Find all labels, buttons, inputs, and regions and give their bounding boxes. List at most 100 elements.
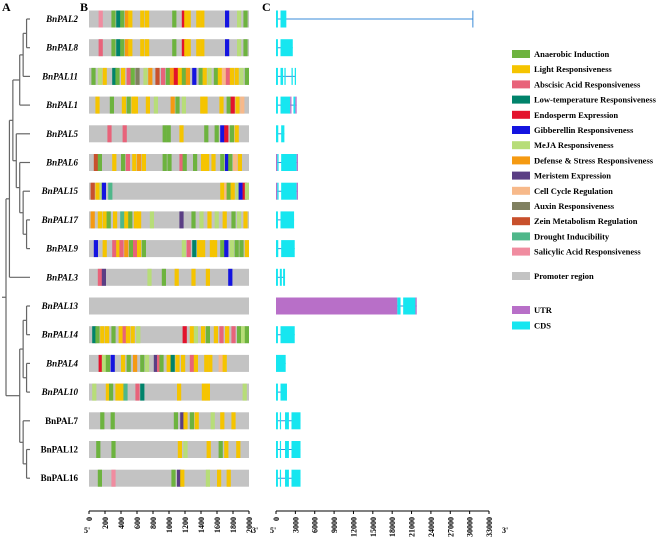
cis-element-gibberellin xyxy=(225,154,230,171)
cds-segment xyxy=(280,39,293,57)
cis-element-endosperm xyxy=(181,10,186,28)
cds-segment xyxy=(397,297,401,315)
cis-element-anaerobic xyxy=(111,10,116,28)
cis-element-light xyxy=(166,354,171,372)
cis-element-light xyxy=(203,96,208,114)
cis-element-anaerobic xyxy=(165,67,170,85)
cis-element-meristem xyxy=(179,211,184,229)
cis-element-light xyxy=(226,469,231,487)
legend-swatch-utr xyxy=(512,306,530,314)
cis-element-zein xyxy=(90,182,95,200)
cis-element-cellcycle xyxy=(233,154,238,171)
cis-element-meja xyxy=(207,67,212,85)
cis-element-anaerobic xyxy=(214,125,219,143)
legend-label-drought: Drought Inducibility xyxy=(534,231,610,241)
cis-element-meja xyxy=(153,96,158,114)
promoter-axis-tick-label: 1000 xyxy=(165,517,174,533)
cis-element-meristem xyxy=(180,412,185,430)
gene-label: BnPAL16 xyxy=(41,473,79,483)
cds-segment xyxy=(279,268,282,286)
cis-element-light xyxy=(112,154,117,171)
promoter-axis-tick-label: 600 xyxy=(133,517,142,529)
cis-element-light xyxy=(236,441,241,458)
cis-element-anaerobic xyxy=(193,154,198,171)
cds-segment xyxy=(285,412,289,430)
cis-element-anaerobic xyxy=(141,240,146,258)
cis-element-light xyxy=(202,67,207,85)
cds-segment xyxy=(276,211,278,229)
cds-segment xyxy=(291,469,301,487)
cds-segment xyxy=(277,182,279,200)
cis-element-meja xyxy=(241,326,246,344)
legend-swatch-endosperm xyxy=(512,110,530,119)
cis-element-light xyxy=(181,354,186,372)
cis-element-light xyxy=(121,96,126,114)
cis-element-light xyxy=(220,182,225,200)
cis-element-lowtemp xyxy=(112,67,117,85)
cis-element-light xyxy=(105,326,110,344)
cis-element-drought xyxy=(108,182,113,200)
cis-element-anaerobic xyxy=(128,211,133,229)
cis-element-light xyxy=(186,10,191,28)
cis-element-anaerobic xyxy=(198,67,203,85)
cis-element-meja xyxy=(145,354,150,372)
gene-label: BnPAL7 xyxy=(45,416,78,426)
cis-element-auxin xyxy=(135,67,140,85)
gene-axis-tick-label: 30000 xyxy=(466,517,475,537)
cis-element-anaerobic xyxy=(100,412,105,430)
gene-axis-start: 5' xyxy=(270,526,276,535)
cis-element-meja xyxy=(235,182,240,200)
cis-element-anaerobic xyxy=(97,154,102,171)
cis-element-light xyxy=(137,240,142,258)
promoter-axis-tick-label: 800 xyxy=(149,517,158,529)
cis-element-light xyxy=(100,326,105,344)
cds-segment xyxy=(281,154,297,171)
cis-element-light xyxy=(220,412,225,430)
cis-element-anaerobic xyxy=(120,10,125,28)
cds-segment xyxy=(280,96,291,114)
promoter-axis-tick-label: 200 xyxy=(101,517,110,529)
cis-element-cellcycle xyxy=(240,96,245,114)
gene-label: BnPAL6 xyxy=(45,158,78,168)
cis-element-endosperm xyxy=(230,96,235,114)
cis-element-anaerobic xyxy=(140,354,145,372)
legend-swatch-cds xyxy=(512,321,530,330)
cis-element-light xyxy=(145,96,150,114)
cis-element-anaerobic xyxy=(175,96,180,114)
cis-element-meja xyxy=(136,326,141,344)
cis-element-anaerobic xyxy=(231,211,236,229)
cis-element-light xyxy=(184,39,189,57)
cis-element-gibberellin xyxy=(238,182,243,200)
cis-element-anaerobic xyxy=(181,67,186,85)
cis-element-anaerobic xyxy=(126,96,131,114)
panel-label-b: B xyxy=(80,0,88,14)
cds-segment xyxy=(276,412,278,430)
cds-segment xyxy=(276,39,278,57)
cds-segment xyxy=(281,182,297,200)
cis-element-light xyxy=(194,412,199,430)
cds-segment xyxy=(291,67,293,85)
cds-segment xyxy=(291,412,301,430)
cis-element-endosperm xyxy=(242,182,247,200)
promoter-axis-tick-label: 0 xyxy=(85,517,94,521)
cis-element-light xyxy=(207,211,212,229)
cis-element-meja xyxy=(92,383,97,401)
cis-element-anaerobic xyxy=(220,240,225,258)
cis-element-anaerobic xyxy=(171,469,176,487)
cis-element-light xyxy=(217,469,222,487)
cis-element-light xyxy=(174,268,179,286)
cis-element-light xyxy=(141,154,146,171)
cds-segment xyxy=(284,67,286,85)
cis-element-cellcycle xyxy=(224,182,229,200)
cis-element-light xyxy=(124,211,129,229)
cis-element-meja xyxy=(237,39,242,57)
cds-segment xyxy=(281,125,285,143)
legend-swatch-defense xyxy=(512,156,530,165)
cis-element-light xyxy=(102,67,107,85)
cis-element-anaerobic xyxy=(162,125,167,143)
cis-element-light xyxy=(244,240,249,258)
promoter-region-bar xyxy=(89,412,249,430)
cis-element-abscisic xyxy=(157,354,162,372)
cis-element-light xyxy=(145,10,150,28)
